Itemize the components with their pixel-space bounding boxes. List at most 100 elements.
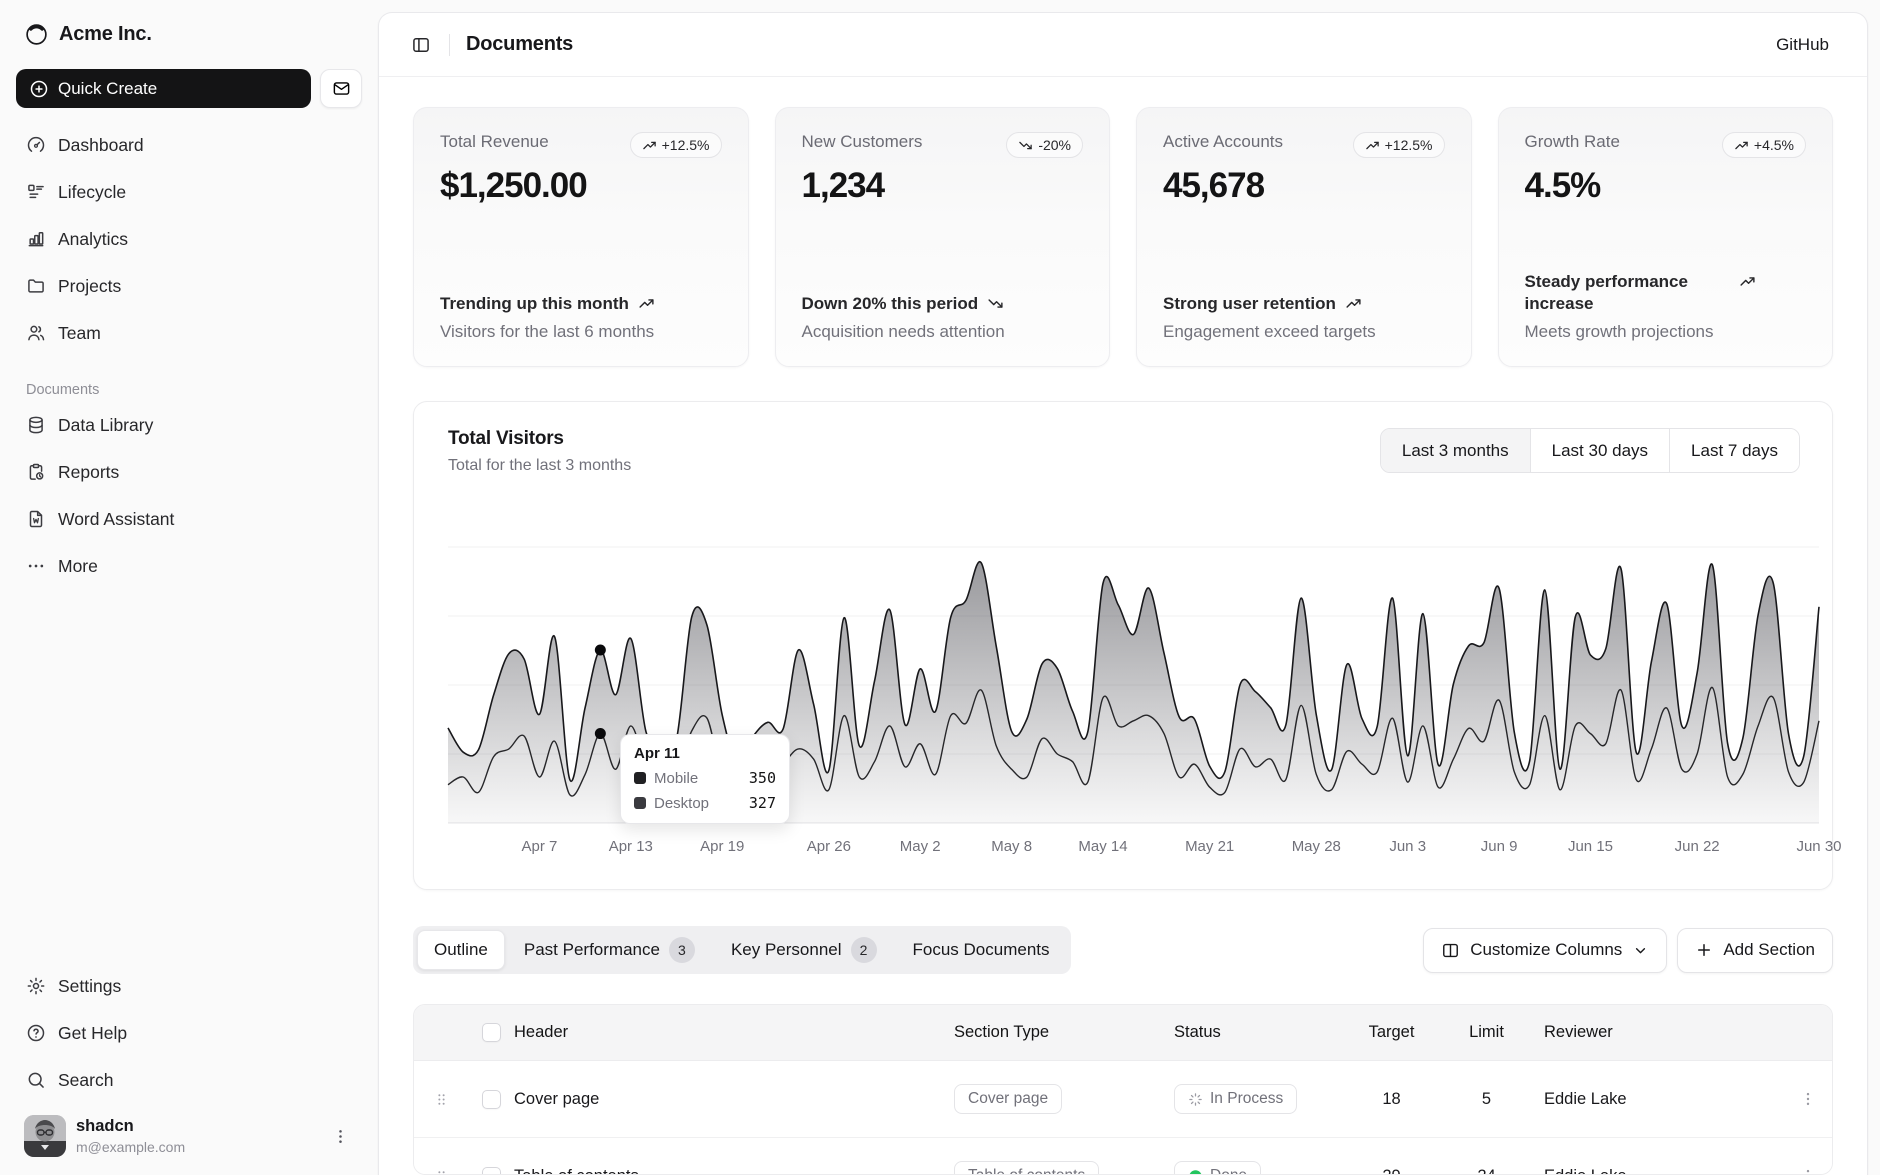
svg-text:Jun 9: Jun 9	[1481, 838, 1518, 855]
primary-nav: Dashboard Lifecycle Analytics Projects T…	[16, 126, 362, 352]
count-badge: 2	[851, 937, 877, 963]
sidebar-item-get-help[interactable]: Get Help	[16, 1014, 362, 1052]
user-name: shadcn	[76, 1117, 317, 1137]
row-actions-kebab-button[interactable]	[1795, 1086, 1821, 1112]
sidebar-item-more[interactable]: More	[16, 547, 362, 585]
sidebar-item-reports[interactable]: Reports	[16, 453, 362, 491]
quick-create-button[interactable]: Quick Create	[16, 69, 311, 108]
count-badge: 3	[669, 937, 695, 963]
row-checkbox[interactable]	[482, 1167, 501, 1175]
sidebar-item-team[interactable]: Team	[16, 314, 362, 352]
dots-vertical-icon	[331, 1127, 350, 1146]
stat-footer-secondary: Visitors for the last 6 months	[440, 322, 722, 342]
column-header: Header	[514, 1023, 954, 1042]
sidebar-item-projects[interactable]: Projects	[16, 267, 362, 305]
desktop-series-swatch	[634, 797, 646, 809]
row-checkbox[interactable]	[482, 1090, 501, 1109]
trending-up-icon	[1345, 295, 1362, 312]
trend-badge: +12.5%	[630, 132, 722, 158]
row-limit[interactable]: 24	[1477, 1167, 1495, 1175]
github-link[interactable]: GitHub	[1764, 27, 1841, 62]
row-header[interactable]: Table of contents	[514, 1167, 954, 1175]
drag-handle-icon[interactable]	[429, 1164, 454, 1175]
row-reviewer[interactable]: Eddie Lake	[1534, 1090, 1784, 1109]
stat-title: New Customers	[802, 132, 923, 152]
brand-name: Acme Inc.	[59, 23, 152, 46]
row-reviewer[interactable]: Eddie Lake	[1534, 1167, 1784, 1175]
column-section-type: Section Type	[954, 1023, 1174, 1042]
loader-icon	[1188, 1092, 1203, 1107]
status-badge: Done	[1174, 1161, 1261, 1175]
trending-up-icon	[1739, 273, 1756, 290]
range-last-3-months[interactable]: Last 3 months	[1381, 429, 1530, 472]
status-badge: In Process	[1174, 1084, 1297, 1114]
tab-outline[interactable]: Outline	[417, 930, 505, 970]
panel-left-icon	[411, 35, 431, 55]
row-header[interactable]: Cover page	[514, 1090, 954, 1109]
row-actions-kebab-button[interactable]	[1795, 1163, 1821, 1175]
tab-past-performance[interactable]: Past Performance 3	[507, 930, 712, 970]
divider	[449, 34, 450, 56]
trending-down-icon	[1018, 138, 1033, 153]
table-row[interactable]: Table of contents Table of contents Done…	[414, 1138, 1832, 1175]
table-row[interactable]: Cover page Cover page In Process 18 5 Ed…	[414, 1061, 1832, 1138]
select-all-checkbox[interactable]	[482, 1023, 501, 1042]
sidebar-item-lifecycle[interactable]: Lifecycle	[16, 173, 362, 211]
sidebar-toggle-button[interactable]	[405, 29, 437, 61]
search-icon	[26, 1070, 46, 1090]
report-clipboard-icon	[26, 462, 46, 482]
trending-up-icon	[638, 295, 655, 312]
row-limit[interactable]: 5	[1482, 1090, 1491, 1109]
sidebar-item-word-assistant[interactable]: Word Assistant	[16, 500, 362, 538]
stat-footer-secondary: Acquisition needs attention	[802, 322, 1084, 342]
sidebar-section-documents: Documents	[16, 382, 362, 398]
sidebar-item-analytics[interactable]: Analytics	[16, 220, 362, 258]
tooltip-date: Apr 11	[634, 745, 776, 762]
user-menu[interactable]: shadcn m@example.com	[16, 1109, 362, 1159]
row-target[interactable]: 18	[1382, 1090, 1400, 1109]
inbox-button[interactable]	[320, 69, 362, 108]
add-section-button[interactable]: Add Section	[1677, 928, 1833, 973]
users-icon	[26, 323, 46, 343]
sidebar-item-dashboard[interactable]: Dashboard	[16, 126, 362, 164]
stat-title: Growth Rate	[1525, 132, 1620, 152]
tab-focus-documents[interactable]: Focus Documents	[896, 930, 1067, 970]
sidebar-item-search[interactable]: Search	[16, 1061, 362, 1099]
content: Total Revenue +12.5% $1,250.00 Trending …	[379, 77, 1867, 1175]
customize-columns-button[interactable]: Customize Columns	[1423, 928, 1667, 973]
svg-text:Jun 30: Jun 30	[1796, 838, 1841, 855]
chart-subtitle: Total for the last 3 months	[448, 457, 631, 475]
topbar: Documents GitHub	[379, 13, 1867, 77]
sidebar-item-settings[interactable]: Settings	[16, 967, 362, 1005]
user-email: m@example.com	[76, 1139, 317, 1156]
trending-up-icon	[642, 138, 657, 153]
svg-text:May 21: May 21	[1185, 838, 1234, 855]
row-target[interactable]: 29	[1382, 1167, 1400, 1175]
brand[interactable]: Acme Inc.	[16, 14, 362, 55]
circle-check-icon	[1188, 1169, 1203, 1175]
list-details-icon	[26, 182, 46, 202]
svg-text:Jun 15: Jun 15	[1568, 838, 1613, 855]
table-header-row: Header Section Type Status Target Limit …	[414, 1005, 1832, 1061]
stat-title: Total Revenue	[440, 132, 549, 152]
stat-footer-primary: Steady performance increase	[1525, 271, 1807, 315]
sidebar: Acme Inc. Quick Create Dashboard Lifecyc…	[0, 0, 378, 1175]
footer-nav: Settings Get Help Search	[16, 967, 362, 1099]
stat-footer-primary: Trending up this month	[440, 293, 722, 315]
page-title: Documents	[466, 33, 573, 56]
user-menu-kebab-button[interactable]	[327, 1123, 354, 1150]
drag-handle-icon[interactable]	[429, 1087, 454, 1112]
svg-text:Apr 26: Apr 26	[807, 838, 851, 855]
stat-value: 45,678	[1163, 166, 1445, 206]
plus-circle-icon	[29, 79, 49, 99]
tab-key-personnel[interactable]: Key Personnel 2	[714, 930, 894, 970]
sidebar-item-data-library[interactable]: Data Library	[16, 406, 362, 444]
avatar	[24, 1115, 66, 1157]
file-word-icon	[26, 509, 46, 529]
help-circle-icon	[26, 1023, 46, 1043]
main-content: Documents GitHub Total Revenue +12.5% $1…	[378, 12, 1868, 1175]
column-target: Target	[1369, 1023, 1415, 1042]
range-last-7-days[interactable]: Last 7 days	[1669, 429, 1799, 472]
section-type-badge: Cover page	[954, 1084, 1062, 1114]
range-last-30-days[interactable]: Last 30 days	[1530, 429, 1669, 472]
